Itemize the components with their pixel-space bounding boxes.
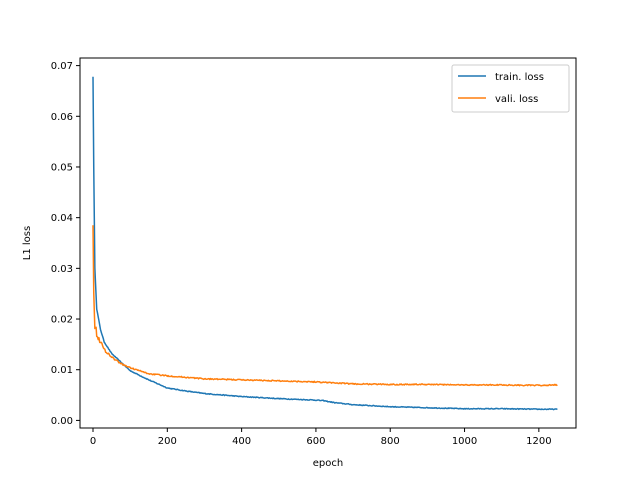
series-lines (92, 76, 558, 411)
y-tick-label: 0.02 (51, 315, 73, 326)
y-tick-label: 0.01 (51, 365, 73, 376)
legend-label-train-loss: train. loss (495, 72, 544, 83)
x-axis-label: epoch (313, 458, 343, 469)
x-tick-label: 1000 (452, 436, 477, 447)
y-axis-ticks: 0.00 0.01 0.02 0.03 0.04 0.05 0.06 0.07 (51, 61, 80, 427)
x-tick-label: 400 (232, 436, 251, 447)
plot-frame (79, 57, 577, 429)
legend-label-vali-loss: vali. loss (495, 94, 538, 105)
x-axis-ticks: 0 200 400 600 800 1000 1200 (90, 428, 552, 447)
y-axis-label: L1 loss (22, 226, 33, 260)
x-tick-label: 1200 (526, 436, 551, 447)
legend: train. loss vali. loss (451, 64, 570, 113)
x-tick-label: 800 (381, 436, 400, 447)
x-tick-label: 200 (158, 436, 177, 447)
y-tick-label: 0.04 (51, 213, 73, 224)
y-tick-label: 0.00 (51, 416, 73, 427)
y-tick-label: 0.06 (51, 112, 73, 123)
series-line-vali-loss (92, 225, 558, 387)
x-tick-label: 600 (306, 436, 325, 447)
y-tick-label: 0.05 (51, 162, 73, 173)
y-tick-label: 0.07 (51, 61, 73, 72)
series-line-train-loss (92, 76, 558, 411)
y-tick-label: 0.03 (51, 264, 73, 275)
x-tick-label: 0 (90, 436, 96, 447)
